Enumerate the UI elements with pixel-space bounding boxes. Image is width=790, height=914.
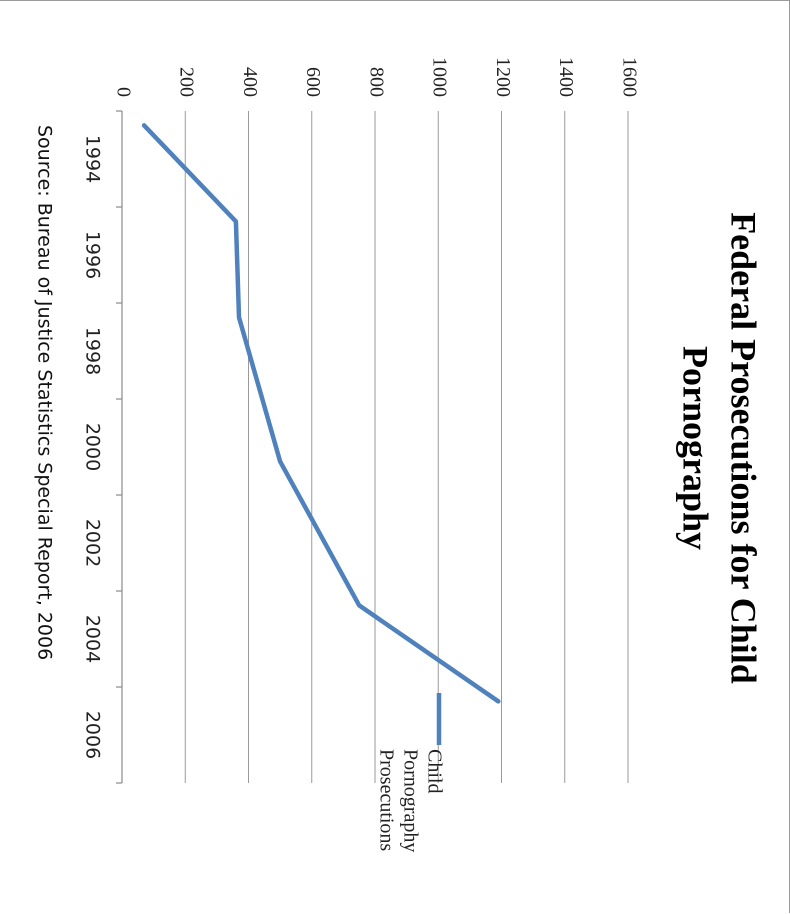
y-tick-label: 1400: [555, 57, 577, 97]
x-axis: [116, 110, 123, 784]
chart-title: Federal Prosecutions for ChildPornograph…: [676, 212, 764, 684]
series-lines: [141, 123, 501, 704]
gridlines: [184, 111, 629, 783]
y-tick-label: 1200: [492, 57, 514, 97]
legend-label: Child: [423, 749, 445, 793]
x-tick-label: 1994: [82, 135, 104, 183]
y-tick-label: 400: [239, 67, 261, 97]
y-tick-label: 1000: [429, 57, 451, 97]
legend-label: Pornography: [399, 749, 421, 852]
y-tick-label: 0: [112, 87, 134, 97]
title-line: Federal Prosecutions for Child: [724, 212, 764, 684]
y-tick-label: 200: [176, 67, 198, 97]
title-line: Pornography: [676, 346, 716, 550]
series-line-0: [141, 123, 501, 704]
x-tick-label: 1998: [82, 327, 104, 375]
y-tick-label: 800: [365, 67, 387, 97]
x-tick-label: 2000: [82, 423, 104, 471]
source-text: Source: Bureau of Justice Statistics Spe…: [34, 125, 56, 660]
source-note: Source: Bureau of Justice Statistics Spe…: [34, 125, 56, 660]
x-tick-labels: 1994 1996 1998 2000 2002 2004 2006: [82, 135, 104, 759]
x-tick-label: 2004: [82, 615, 104, 663]
x-tick-label: 1996: [82, 231, 104, 279]
legend-label: Prosecutions: [375, 749, 397, 851]
y-tick-labels: 0 200 400 600 800 1000 1200 1400 1600: [112, 57, 640, 97]
x-tick-label: 2002: [82, 519, 104, 567]
x-tick-label: 2006: [82, 711, 104, 759]
y-tick-label: 600: [302, 67, 324, 97]
y-tick-label: 1600: [618, 57, 640, 97]
